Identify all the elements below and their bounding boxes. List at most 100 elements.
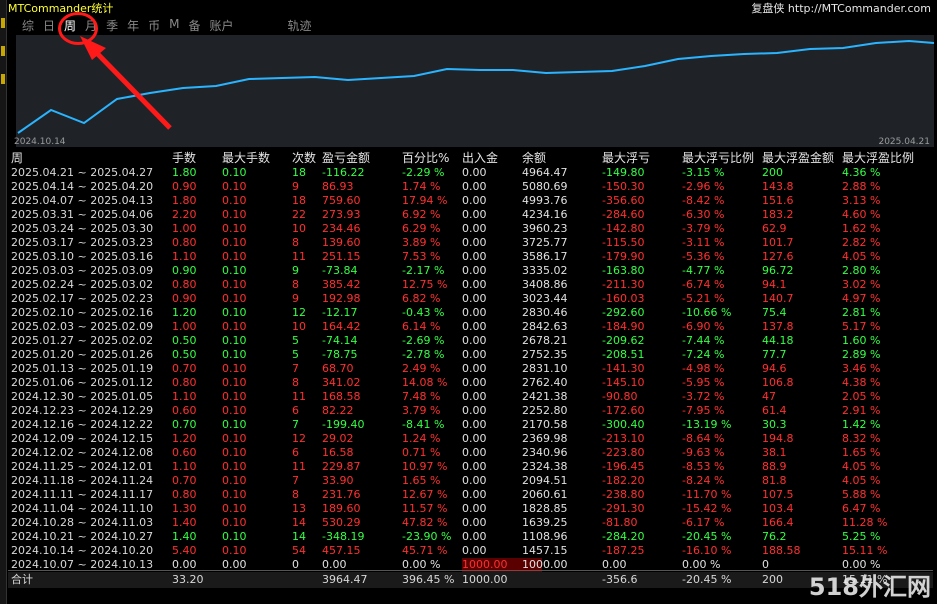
table-cell: -116.22 (322, 166, 365, 179)
tab-note[interactable]: 备 (188, 19, 201, 33)
table-cell: 2024.11.04 ~ 2024.11.10 (11, 502, 154, 515)
table-row[interactable]: 2024.10.14 ~ 2024.10.20 5.40 0.10 54 457.15 4… (8, 544, 933, 558)
table-cell: -284.60 (602, 208, 645, 221)
header-balance[interactable]: 余额 (522, 151, 547, 165)
table-cell: 0.10 (222, 222, 247, 235)
table-row[interactable]: 2024.10.07 ~ 2024.10.13 0.00 0.00 0 0.00 0.00… (8, 558, 933, 572)
table-cell: -8.42 % (682, 194, 725, 207)
replay-link[interactable]: 复盘侠 http://MTCommander.com (751, 2, 931, 15)
total-max-float-profit-pct: 15.11 % (842, 573, 888, 586)
table-cell: 0.60 (172, 446, 197, 459)
table-cell: 3335.02 (522, 264, 568, 277)
table-cell: 1.30 (172, 502, 197, 515)
table-cell: 0.10 (222, 376, 247, 389)
table-cell: 1000.00 (462, 558, 508, 571)
table-row[interactable]: 2025.02.24 ~ 2025.03.02 0.80 0.10 8 385.42 12… (8, 278, 933, 292)
table-cell: 0.00 % (682, 558, 721, 571)
table-row[interactable]: 2024.12.30 ~ 2025.01.05 1.10 0.10 11 168.58 7… (8, 390, 933, 404)
tab-account[interactable]: 账户 (209, 19, 234, 33)
table-cell: 2.81 % (842, 306, 881, 319)
table-row[interactable]: 2024.11.04 ~ 2024.11.10 1.30 0.10 13 189.60 1… (8, 502, 933, 516)
table-cell: -20.45 % (682, 530, 732, 543)
table-row[interactable]: 2025.02.03 ~ 2025.02.09 1.00 0.10 10 164.42 6… (8, 320, 933, 334)
table-cell: -9.63 % (682, 446, 725, 459)
table-row[interactable]: 2025.03.31 ~ 2025.04.06 2.20 0.10 22 273.93 6… (8, 208, 933, 222)
table-row[interactable]: 2025.03.10 ~ 2025.03.16 1.10 0.10 11 251.15 7… (8, 250, 933, 264)
tab-year[interactable]: 年 (127, 19, 140, 33)
table-cell: 0.10 (222, 180, 247, 193)
table-row[interactable]: 2024.11.18 ~ 2024.11.24 0.70 0.10 7 33.90 1.6… (8, 474, 933, 488)
table-cell: 88.9 (762, 460, 787, 473)
table-cell: -213.10 (602, 432, 645, 445)
table-row[interactable]: 2024.10.21 ~ 2024.10.27 1.40 0.10 14 -348.19… (8, 530, 933, 544)
table-row[interactable]: 2024.11.25 ~ 2024.12.01 1.10 0.10 11 229.87 1… (8, 460, 933, 474)
table-cell: 6.29 % (402, 222, 441, 235)
table-cell: -196.45 (602, 460, 645, 473)
total-percent: 396.45 % (402, 573, 455, 586)
table-row[interactable]: 2025.03.17 ~ 2025.03.23 0.80 0.10 8 139.60 3.… (8, 236, 933, 250)
table-row[interactable]: 2024.10.28 ~ 2024.11.03 1.40 0.10 14 530.29 4… (8, 516, 933, 530)
table-cell: 0.10 (222, 236, 247, 249)
table-row[interactable]: 2024.12.16 ~ 2024.12.22 0.70 0.10 7 -199.40 -… (8, 418, 933, 432)
header-pnl[interactable]: 盈亏金额 (322, 151, 371, 165)
table-cell: 0.00 (462, 194, 487, 207)
header-deposit[interactable]: 出入金 (462, 151, 499, 165)
table-cell: 22 (292, 208, 306, 221)
tab-overview[interactable]: 综 (22, 19, 35, 33)
tab-magic[interactable]: M (169, 17, 180, 31)
table-row[interactable]: 2024.11.11 ~ 2024.11.17 0.80 0.10 8 231.76 12… (8, 488, 933, 502)
table-cell: -5.36 % (682, 250, 725, 263)
table-cell: 3.02 % (842, 278, 881, 291)
table-cell: 1.74 % (402, 180, 441, 193)
header-lots[interactable]: 手数 (172, 151, 197, 165)
table-row[interactable]: 2024.12.02 ~ 2024.12.08 0.60 0.10 6 16.58 0.7… (8, 446, 933, 460)
total-max-float-profit: 200 (762, 573, 783, 586)
table-row[interactable]: 2025.01.27 ~ 2025.02.02 0.50 0.10 5 -74.14 -2… (8, 334, 933, 348)
header-max-lots[interactable]: 最大手数 (222, 151, 271, 165)
table-row[interactable]: 2025.03.03 ~ 2025.03.09 0.90 0.10 9 -73.84 -2… (8, 264, 933, 278)
table-cell: 68.70 (322, 362, 354, 375)
table-row[interactable]: 2025.04.21 ~ 2025.04.27 1.80 0.10 18 -116.22… (8, 166, 933, 180)
table-cell: -291.30 (602, 502, 645, 515)
table-cell: 0.10 (222, 362, 247, 375)
header-percent[interactable]: 百分比% (402, 151, 450, 165)
table-cell: 13 (292, 502, 306, 515)
table-row[interactable]: 2025.01.06 ~ 2025.01.12 0.80 0.10 8 341.02 14… (8, 376, 933, 390)
table-row[interactable]: 2025.02.17 ~ 2025.02.23 0.90 0.10 9 192.98 6.… (8, 292, 933, 306)
tab-currency[interactable]: 币 (148, 19, 161, 33)
table-row[interactable]: 2025.04.07 ~ 2025.04.13 1.80 0.10 18 759.60 1… (8, 194, 933, 208)
table-cell: -2.69 % (402, 334, 445, 347)
chart-start-date: 2024.10.14 (14, 137, 66, 147)
table-row[interactable]: 2025.03.24 ~ 2025.03.30 1.00 0.10 10 234.46 6… (8, 222, 933, 236)
header-max-float-profit[interactable]: 最大浮盈金额 (762, 151, 835, 165)
table-cell: 0.00 (462, 278, 487, 291)
table-row[interactable]: 2025.02.10 ~ 2025.02.16 1.20 0.10 12 -12.17 -… (8, 306, 933, 320)
table-cell: 0.90 (172, 180, 197, 193)
header-week[interactable]: 周 (11, 151, 24, 165)
tab-day[interactable]: 日 (43, 19, 56, 33)
tab-track[interactable]: 轨迹 (287, 19, 312, 33)
table-row[interactable]: 2024.12.23 ~ 2024.12.29 0.60 0.10 6 82.22 3.7… (8, 404, 933, 418)
table-row[interactable]: 2025.04.14 ~ 2025.04.20 0.90 0.10 9 86.93 1.7… (8, 180, 933, 194)
header-max-float-profit-pct[interactable]: 最大浮盈比例 (842, 151, 915, 165)
table-cell: 0.10 (222, 320, 247, 333)
table-cell: 1.10 (172, 390, 197, 403)
table-cell: -3.11 % (682, 236, 725, 249)
header-count[interactable]: 次数 (292, 151, 317, 165)
table-cell: 1.80 (172, 194, 197, 207)
table-cell: 2.82 % (842, 236, 881, 249)
table-cell: 11.28 % (842, 516, 888, 529)
table-cell: 0.00 (462, 306, 487, 319)
table-cell: -90.80 (602, 390, 638, 403)
header-max-float-loss-pct[interactable]: 最大浮亏比例 (682, 151, 755, 165)
header-max-float-loss[interactable]: 最大浮亏 (602, 151, 651, 165)
table-cell: -115.50 (602, 236, 645, 249)
table-row[interactable]: 2025.01.20 ~ 2025.01.26 0.50 0.10 5 -78.75 -2… (8, 348, 933, 362)
table-row[interactable]: 2025.01.13 ~ 2025.01.19 0.70 0.10 7 68.70 2.4… (8, 362, 933, 376)
table-row[interactable]: 2024.12.09 ~ 2024.12.15 1.20 0.10 12 29.02 1.… (8, 432, 933, 446)
tab-quarter[interactable]: 季 (106, 19, 119, 33)
table-cell: 0.00 (462, 292, 487, 305)
table-cell: 0.10 (222, 460, 247, 473)
table-cell: 0.00 (462, 488, 487, 501)
table-cell: 0.10 (222, 278, 247, 291)
